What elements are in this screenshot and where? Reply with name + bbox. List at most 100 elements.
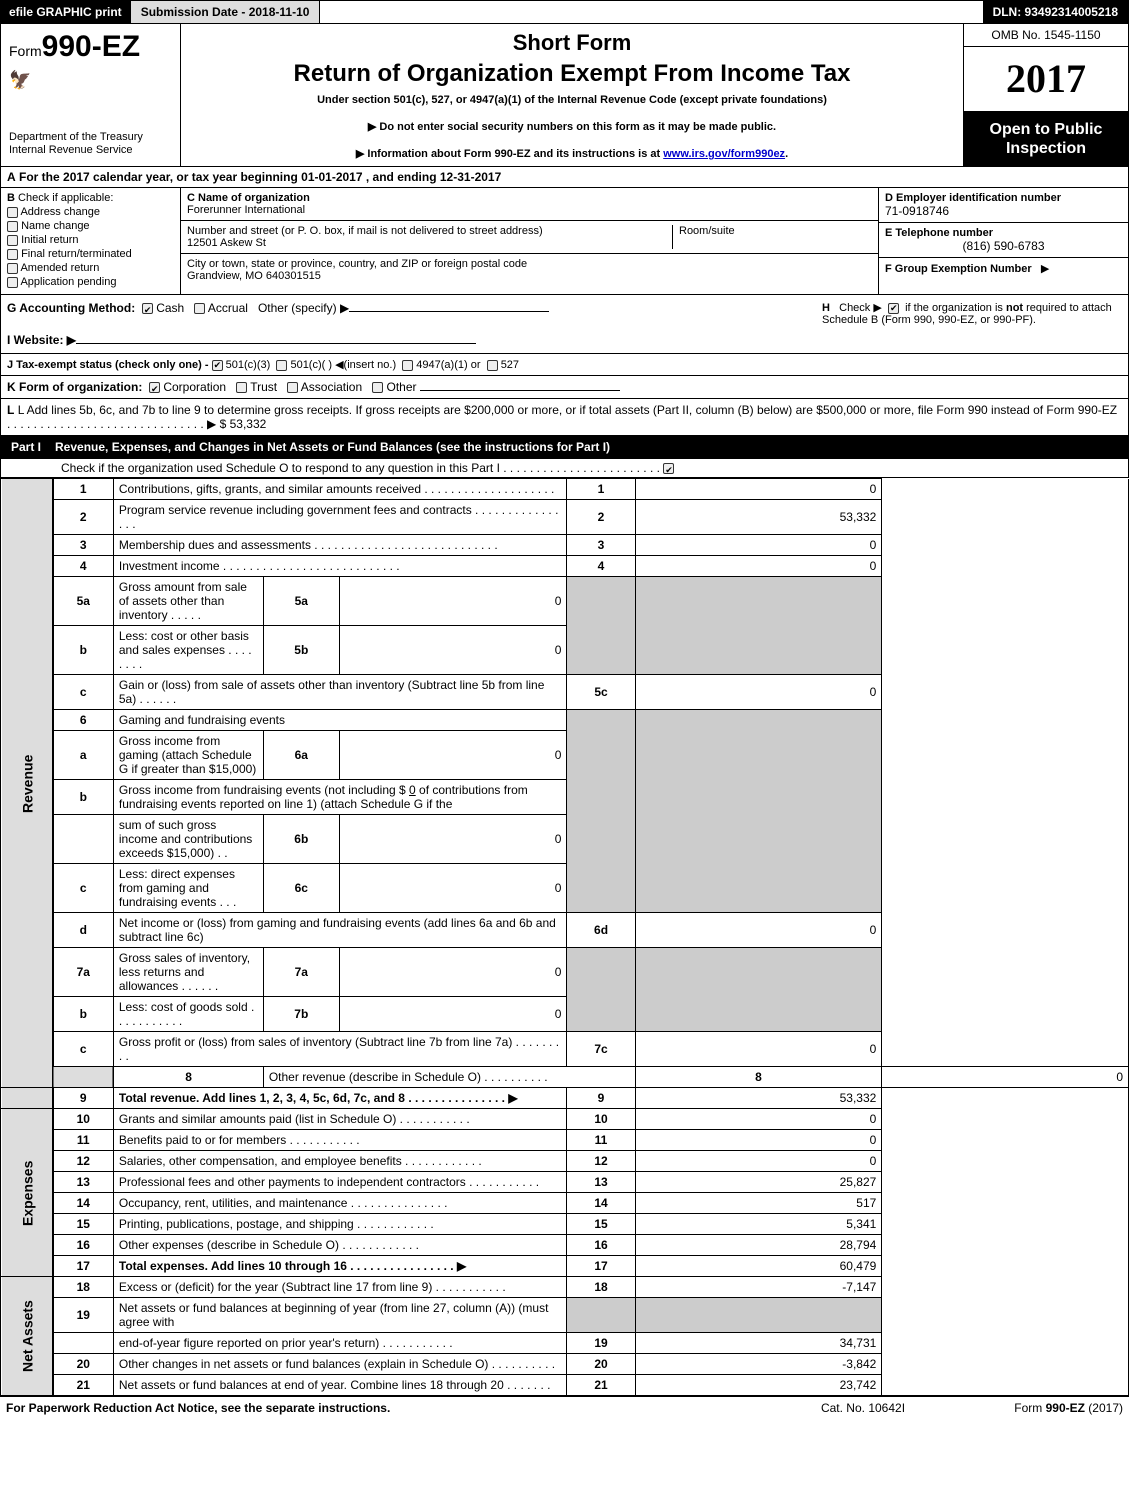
footer-right: Form 990-EZ (2017) <box>963 1401 1123 1415</box>
row-gi-left: G Accounting Method: Cash Accrual Other … <box>7 301 822 347</box>
table-row: 20 Other changes in net assets or fund b… <box>1 1354 1129 1375</box>
chk-assoc[interactable] <box>287 382 298 393</box>
ln: c <box>53 1032 114 1067</box>
g-cash: Cash <box>156 301 184 315</box>
chk-trust[interactable] <box>236 382 247 393</box>
website-field[interactable] <box>76 343 476 344</box>
chk-initial-return[interactable]: Initial return <box>7 234 174 246</box>
chk-cash[interactable] <box>142 303 153 314</box>
efile-print-button[interactable]: efile GRAPHIC print <box>1 1 131 23</box>
chk-corp[interactable] <box>149 382 160 393</box>
val: 517 <box>635 1193 882 1214</box>
ln: a <box>53 731 114 780</box>
mid-val: 0 <box>339 997 567 1032</box>
k-trust: Trust <box>250 380 277 394</box>
ln: 9 <box>53 1088 114 1109</box>
val: 5,341 <box>635 1214 882 1235</box>
num: 2 <box>567 500 635 535</box>
addr: 12501 Askew St <box>187 237 266 249</box>
num: 17 <box>567 1256 635 1277</box>
a-text-2: , and ending <box>366 170 440 184</box>
desc: Contributions, gifts, grants, and simila… <box>113 479 567 500</box>
ln <box>53 815 114 864</box>
table-row: Net Assets 18 Excess or (deficit) for th… <box>1 1277 1129 1298</box>
chk-amended-return[interactable]: Amended return <box>7 262 174 274</box>
chk-schedule-o[interactable] <box>663 463 674 474</box>
g-other-field[interactable] <box>349 311 549 312</box>
info-link[interactable]: www.irs.gov/form990ez <box>663 148 785 160</box>
num: 10 <box>567 1109 635 1130</box>
num: 1 <box>567 479 635 500</box>
e-phone-row: E Telephone number (816) 590-6783 <box>879 223 1128 258</box>
j-text: J Tax-exempt status (check only one) - <box>7 359 212 371</box>
chk-final-return[interactable]: Final return/terminated <box>7 248 174 260</box>
val: 28,794 <box>635 1235 882 1256</box>
side-label-revenue: Revenue <box>1 479 53 1088</box>
f-group-row: F Group Exemption Number ▶ <box>879 258 1128 294</box>
table-row: 19 Net assets or fund balances at beginn… <box>1 1298 1129 1333</box>
ein: 71-0918746 <box>885 204 949 218</box>
chk-application-pending[interactable]: Application pending <box>7 276 174 288</box>
do-not-enter: ▶ Do not enter social security numbers o… <box>189 120 955 133</box>
chk-initial-return-lbl: Initial return <box>21 234 78 246</box>
k-corp: Corporation <box>163 380 226 394</box>
num: 20 <box>567 1354 635 1375</box>
k-other-field[interactable] <box>420 390 620 391</box>
city-label: City or town, state or province, country… <box>187 258 527 270</box>
table-row: 14Occupancy, rent, utilities, and mainte… <box>1 1193 1129 1214</box>
num: 19 <box>567 1333 635 1354</box>
desc: Excess or (deficit) for the year (Subtra… <box>113 1277 567 1298</box>
d-ein-row: D Employer identification number 71-0918… <box>879 188 1128 223</box>
desc: Gaming and fundraising events <box>113 710 567 731</box>
mid-num: 7a <box>263 948 339 997</box>
val: -7,147 <box>635 1277 882 1298</box>
chk-4947[interactable] <box>402 360 413 371</box>
num: 8 <box>635 1067 882 1088</box>
num: 13 <box>567 1172 635 1193</box>
chk-501c[interactable] <box>276 360 287 371</box>
table-row: 21 Net assets or fund balances at end of… <box>1 1375 1129 1396</box>
block-bcd: B Check if applicable: Address change Na… <box>0 188 1129 295</box>
ln: b <box>53 997 114 1032</box>
a-end: 12-31-2017 <box>440 170 501 184</box>
ln: d <box>53 913 114 948</box>
topbar: efile GRAPHIC print Submission Date - 20… <box>0 0 1129 24</box>
shade-cell <box>567 948 635 1032</box>
table-row: 11Benefits paid to or for members . . . … <box>1 1130 1129 1151</box>
chk-name-change[interactable]: Name change <box>7 220 174 232</box>
ln: 6 <box>53 710 114 731</box>
topbar-spacer <box>320 1 982 23</box>
desc: Gross profit or (loss) from sales of inv… <box>113 1032 567 1067</box>
page-footer: For Paperwork Reduction Act Notice, see … <box>0 1396 1129 1419</box>
footer-r-post: (2017) <box>1085 1401 1123 1415</box>
num: 14 <box>567 1193 635 1214</box>
val: 0 <box>635 1032 882 1067</box>
val: 0 <box>635 556 882 577</box>
table-row: c Gain or (loss) from sale of assets oth… <box>1 675 1129 710</box>
table-row: 7a Gross sales of inventory, less return… <box>1 948 1129 997</box>
desc: Gross sales of inventory, less returns a… <box>113 948 263 997</box>
ln: 17 <box>53 1256 114 1277</box>
desc: Benefits paid to or for members . . . . … <box>113 1130 567 1151</box>
j-501c: 501(c)( ) ◀(insert no.) <box>290 359 396 371</box>
val: 0 <box>635 1151 882 1172</box>
val: -3,842 <box>635 1354 882 1375</box>
c-label: C Name of organization <box>187 192 310 204</box>
side-label-expenses: Expenses <box>1 1109 53 1277</box>
chk-h[interactable] <box>888 303 899 314</box>
chk-accrual[interactable] <box>194 303 205 314</box>
desc-total-exp: Total expenses. Add lines 10 through 16 … <box>113 1256 567 1277</box>
h-label: H <box>822 302 830 314</box>
chk-527[interactable] <box>487 360 498 371</box>
chk-address-change[interactable]: Address change <box>7 206 174 218</box>
info-suffix: . <box>785 148 788 160</box>
chk-address-change-lbl: Address change <box>20 206 100 218</box>
table-row: 3 Membership dues and assessments . . . … <box>1 535 1129 556</box>
shade-cell <box>567 710 635 913</box>
table-row: b Less: cost of goods sold . . . . . . .… <box>1 997 1129 1032</box>
chk-other[interactable] <box>372 382 383 393</box>
part1-header: Part I Revenue, Expenses, and Changes in… <box>0 436 1129 459</box>
chk-501c3[interactable] <box>212 360 223 371</box>
table-row: Revenue 1 Contributions, gifts, grants, … <box>1 479 1129 500</box>
part1-table: Revenue 1 Contributions, gifts, grants, … <box>0 478 1129 1396</box>
